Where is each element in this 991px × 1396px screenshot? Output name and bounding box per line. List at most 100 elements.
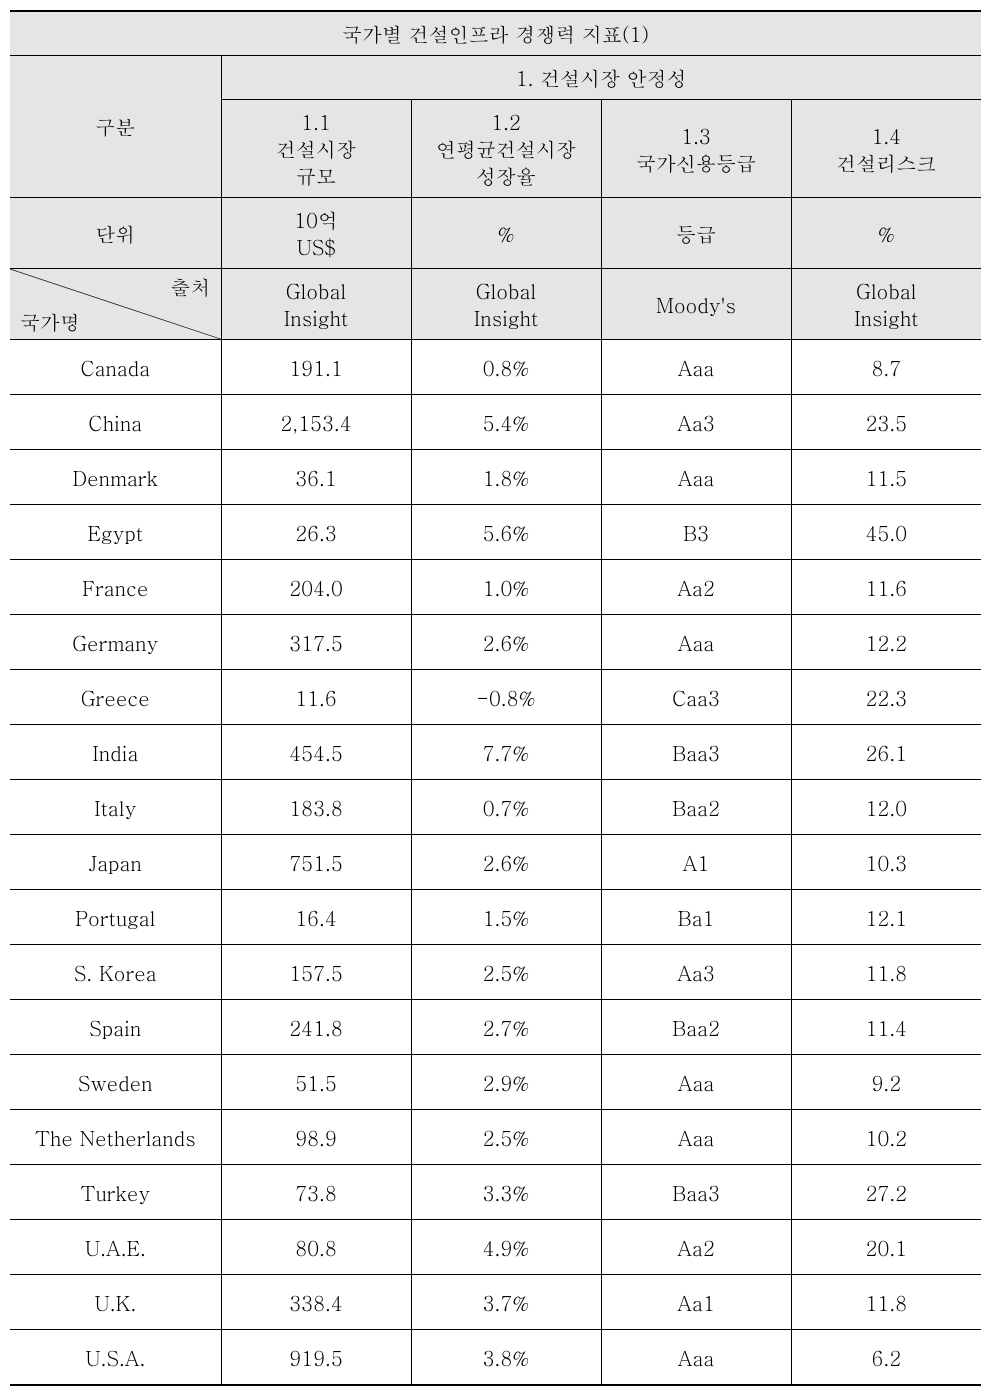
- col-name: 건설시장규모: [276, 134, 356, 190]
- table-row: China2,153.45.4%Aa323.5: [10, 395, 981, 450]
- value-cell: 6.2: [791, 1330, 981, 1386]
- value-cell: 5.4%: [411, 395, 601, 450]
- value-cell: 241.8: [221, 1000, 411, 1055]
- country-cell: Greece: [10, 670, 221, 725]
- value-cell: 2,153.4: [221, 395, 411, 450]
- country-cell: Egypt: [10, 505, 221, 560]
- value-cell: 2.6%: [411, 835, 601, 890]
- value-cell: 919.5: [221, 1330, 411, 1386]
- table-row: Denmark36.11.8%Aaa11.5: [10, 450, 981, 505]
- value-cell: 2.6%: [411, 615, 601, 670]
- value-cell: 0.8%: [411, 340, 601, 395]
- value-cell: 3.3%: [411, 1165, 601, 1220]
- value-cell: Baa2: [601, 780, 791, 835]
- country-cell: S. Korea: [10, 945, 221, 1000]
- value-cell: 11.8: [791, 945, 981, 1000]
- value-cell: 20.1: [791, 1220, 981, 1275]
- value-cell: -0.8%: [411, 670, 601, 725]
- value-cell: Aaa: [601, 615, 791, 670]
- value-cell: 317.5: [221, 615, 411, 670]
- table-row: Germany317.52.6%Aaa12.2: [10, 615, 981, 670]
- table-row: India454.57.7%Baa326.1: [10, 725, 981, 780]
- col-name: 국가신용등급: [636, 148, 756, 177]
- table-row: Greece11.6-0.8%Caa322.3: [10, 670, 981, 725]
- col-header-4: 1.4 건설리스크: [791, 100, 981, 198]
- value-cell: 10.2: [791, 1110, 981, 1165]
- value-cell: 10.3: [791, 835, 981, 890]
- value-cell: 16.4: [221, 890, 411, 945]
- value-cell: 98.9: [221, 1110, 411, 1165]
- value-cell: 11.6: [791, 560, 981, 615]
- value-cell: 12.2: [791, 615, 981, 670]
- value-cell: Aaa: [601, 1055, 791, 1110]
- value-cell: 2.7%: [411, 1000, 601, 1055]
- country-cell: U.K.: [10, 1275, 221, 1330]
- competitiveness-table: 국가별 건설인프라 경쟁력 지표(1) 구분 1. 건설시장 안정성 1.1 건…: [10, 10, 981, 1386]
- unit-3: 등급: [601, 198, 791, 269]
- value-cell: Baa2: [601, 1000, 791, 1055]
- value-cell: 7.7%: [411, 725, 601, 780]
- country-cell: China: [10, 395, 221, 450]
- value-cell: A1: [601, 835, 791, 890]
- col-header-3: 1.3 국가신용등급: [601, 100, 791, 198]
- country-cell: India: [10, 725, 221, 780]
- country-cell: Spain: [10, 1000, 221, 1055]
- value-cell: 338.4: [221, 1275, 411, 1330]
- value-cell: 23.5: [791, 395, 981, 450]
- value-cell: 45.0: [791, 505, 981, 560]
- country-cell: Turkey: [10, 1165, 221, 1220]
- value-cell: 8.7: [791, 340, 981, 395]
- col-code: 1.3: [681, 121, 711, 150]
- value-cell: 751.5: [221, 835, 411, 890]
- value-cell: 1.5%: [411, 890, 601, 945]
- value-cell: 73.8: [221, 1165, 411, 1220]
- col-code: 1.2: [491, 107, 521, 136]
- country-cell: U.A.E.: [10, 1220, 221, 1275]
- value-cell: Aa2: [601, 560, 791, 615]
- table-row: S. Korea157.52.5%Aa311.8: [10, 945, 981, 1000]
- table-row: The Netherlands98.92.5%Aaa10.2: [10, 1110, 981, 1165]
- source-2: GlobalInsight: [411, 269, 601, 340]
- value-cell: 9.2: [791, 1055, 981, 1110]
- value-cell: 3.8%: [411, 1330, 601, 1386]
- value-cell: 26.1: [791, 725, 981, 780]
- value-cell: 4.9%: [411, 1220, 601, 1275]
- table-row: Sweden51.52.9%Aaa9.2: [10, 1055, 981, 1110]
- table-row: U.A.E.80.84.9%Aa220.1: [10, 1220, 981, 1275]
- table-row: France204.01.0%Aa211.6: [10, 560, 981, 615]
- value-cell: 3.7%: [411, 1275, 601, 1330]
- value-cell: 2.9%: [411, 1055, 601, 1110]
- value-cell: 80.8: [221, 1220, 411, 1275]
- value-cell: 157.5: [221, 945, 411, 1000]
- value-cell: 2.5%: [411, 945, 601, 1000]
- category-label: 구분: [10, 56, 221, 198]
- value-cell: Ba1: [601, 890, 791, 945]
- diag-bottom-label: 국가명: [20, 308, 80, 335]
- value-cell: Aa1: [601, 1275, 791, 1330]
- value-cell: 27.2: [791, 1165, 981, 1220]
- source-1: GlobalInsight: [221, 269, 411, 340]
- value-cell: 11.6: [221, 670, 411, 725]
- value-cell: Baa3: [601, 725, 791, 780]
- col-name: 건설리스크: [836, 148, 936, 177]
- value-cell: 0.7%: [411, 780, 601, 835]
- value-cell: 454.5: [221, 725, 411, 780]
- value-cell: 22.3: [791, 670, 981, 725]
- value-cell: 26.3: [221, 505, 411, 560]
- value-cell: 2.5%: [411, 1110, 601, 1165]
- col-code: 1.1: [301, 107, 331, 136]
- unit-1: 10억US$: [221, 198, 411, 269]
- country-cell: Canada: [10, 340, 221, 395]
- value-cell: Aaa: [601, 450, 791, 505]
- table-row: Spain241.82.7%Baa211.4: [10, 1000, 981, 1055]
- value-cell: 5.6%: [411, 505, 601, 560]
- value-cell: Aaa: [601, 340, 791, 395]
- value-cell: 36.1: [221, 450, 411, 505]
- table-row: Italy183.80.7%Baa212.0: [10, 780, 981, 835]
- table-row: U.K.338.43.7%Aa111.8: [10, 1275, 981, 1330]
- table-row: Egypt26.35.6%B345.0: [10, 505, 981, 560]
- table-row: Turkey73.83.3%Baa327.2: [10, 1165, 981, 1220]
- value-cell: 1.0%: [411, 560, 601, 615]
- country-cell: Denmark: [10, 450, 221, 505]
- value-cell: 204.0: [221, 560, 411, 615]
